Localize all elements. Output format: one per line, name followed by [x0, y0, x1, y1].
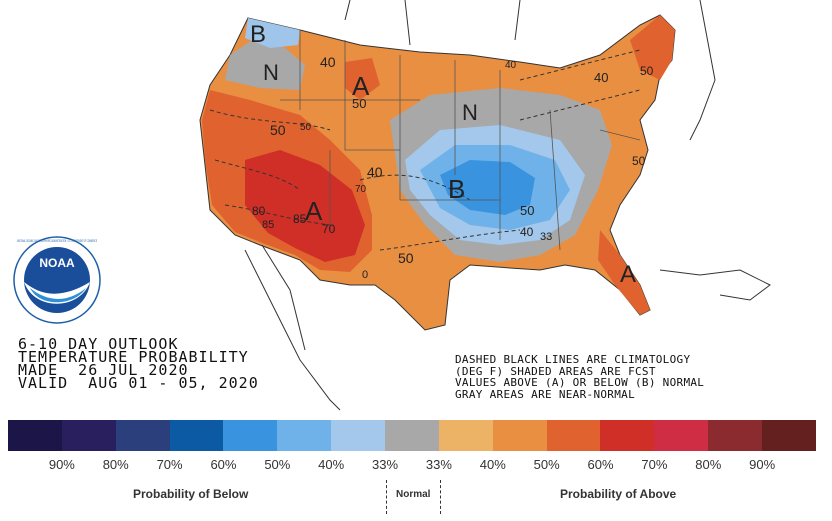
legend-tick-label: 33%	[372, 457, 399, 472]
notes-line: GRAY AREAS ARE NEAR-NORMAL	[455, 387, 635, 401]
contour-label: 85	[262, 219, 274, 231]
contour-label: 40	[520, 225, 534, 239]
title-line: 6-10 DAY OUTLOOK	[18, 335, 179, 353]
below-caption: Probability of Below	[133, 487, 249, 501]
legend-tick-label: 33%	[425, 457, 452, 472]
southeast-above	[598, 230, 650, 315]
below-label-nw: B	[250, 21, 266, 48]
normal-divider-right	[440, 480, 441, 514]
contour-label: 0	[362, 269, 368, 281]
legend-ticks: 90% 80% 70% 60% 50% 40% 33% 33% 40% 50% 60% 70% 80% 9…	[0, 457, 832, 475]
contour-label: 70	[322, 222, 336, 236]
svg-text:NATIONAL OCEANIC AND ATMOSPHER: NATIONAL OCEANIC AND ATMOSPHERIC ADMINIS…	[17, 238, 97, 243]
legend-swatch	[169, 420, 224, 451]
central-below-50	[440, 160, 535, 215]
title-line: TEMPERATURE PROBABILITY	[18, 348, 249, 366]
legend-swatch	[654, 420, 709, 451]
legend-tick-label: 60%	[587, 457, 614, 472]
legend-swatch	[708, 420, 763, 451]
legend-tick-label: 40%	[479, 457, 506, 472]
title-line: MADE 26 JUL 2020	[18, 361, 189, 379]
legend-swatch	[8, 420, 62, 451]
notes-line: VALUES ABOVE (A) OR BELOW (B) NORMAL	[455, 376, 705, 389]
contour-label: 50	[632, 154, 646, 168]
map-labels: B N A N B A A 40 50 50 40 50 70 80 85 85…	[250, 21, 654, 288]
normal-divider-left	[386, 480, 387, 514]
normal-label-central: N	[462, 100, 478, 125]
legend-swatch	[385, 420, 439, 451]
northern-plains-above	[345, 58, 380, 100]
legend-swatch	[600, 420, 655, 451]
legend-swatch	[223, 420, 278, 451]
contour-label: 50	[300, 122, 312, 133]
legend-swatch	[61, 420, 116, 451]
normal-caption: Normal	[396, 489, 431, 500]
title-line: VALID AUG 01 - 05, 2020	[18, 374, 259, 392]
legend-tick-label: 90%	[48, 457, 75, 472]
above-caption: Probability of Above	[560, 487, 677, 501]
contour-label: 50	[398, 250, 414, 266]
noaa-logo: NOAA NATIONAL OCEANIC AND ATMOSPHERIC AD…	[13, 236, 101, 324]
normal-label-nw: N	[263, 60, 279, 85]
contour-label: 40	[320, 54, 336, 70]
above-label-southwest: A	[305, 196, 323, 226]
legend-tick-label: 80%	[102, 457, 129, 472]
legend-swatch	[115, 420, 170, 451]
legend-tick-label: 70%	[156, 457, 183, 472]
southwest-shading-70	[245, 150, 365, 262]
state-borders	[280, 30, 641, 251]
legend-swatch	[492, 420, 547, 451]
contour-label: 40	[505, 60, 517, 71]
northeast-above	[630, 15, 675, 80]
northwest-normal	[225, 38, 305, 90]
legend-swatch	[546, 420, 601, 451]
contour-label: 50	[352, 96, 366, 111]
contour-label: 70	[355, 184, 367, 195]
legend-tick-label: 60%	[210, 457, 237, 472]
neighbor-borders	[244, 0, 771, 411]
legend-swatch	[762, 420, 816, 451]
contour-label: 85	[293, 212, 307, 226]
map-notes: DASHED BLACK LINES ARE CLIMATOLOGY (DEG F…	[455, 354, 704, 400]
contour-label: 50	[520, 203, 534, 218]
contour-label: 80	[252, 204, 266, 218]
above-label-plains: A	[352, 71, 370, 101]
svg-text:NOAA: NOAA	[39, 256, 75, 270]
northwest-below	[245, 18, 300, 48]
legend-swatch	[438, 420, 493, 451]
probability-legend	[8, 420, 816, 451]
below-label-central: B	[448, 174, 465, 204]
legend-tick-label: 80%	[695, 457, 722, 472]
contour-label: 50	[270, 122, 286, 138]
contour-label: 33	[540, 231, 552, 243]
contour-label: 40	[594, 70, 608, 85]
climatology-lines	[209, 49, 641, 251]
legend-swatch	[331, 420, 386, 451]
notes-line: (DEG F) SHADED AREAS ARE FCST	[455, 364, 656, 378]
legend-tick-label: 90%	[749, 457, 776, 472]
outlook-title: 6-10 DAY OUTLOOK TEMPERATURE PROBABILITY M…	[18, 335, 259, 392]
contour-label: 50	[640, 64, 654, 78]
legend-tick-label: 40%	[318, 457, 345, 472]
notes-line: DASHED BLACK LINES ARE CLIMATOLOGY	[455, 353, 691, 366]
legend-tick-label: 50%	[533, 457, 560, 472]
legend-tick-label: 50%	[264, 457, 291, 472]
legend-swatch	[277, 420, 332, 451]
above-label-florida: A	[620, 261, 636, 288]
contour-label: 40	[367, 164, 383, 180]
legend-tick-label: 70%	[641, 457, 668, 472]
